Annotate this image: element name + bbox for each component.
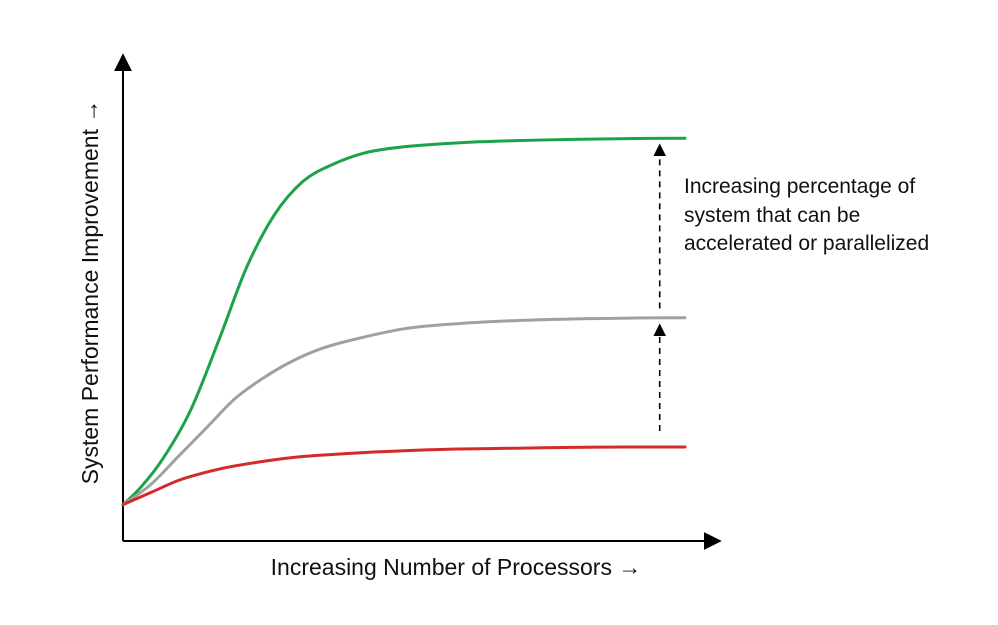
annotation-line-1: Increasing percentage of [684, 175, 915, 198]
series-line-1 [121, 136, 687, 507]
y-axis-label: System Performance Improvement → [77, 100, 103, 485]
annotation: Increasing percentage of system that can… [684, 175, 929, 255]
series-line-3 [121, 445, 687, 507]
x-axis-label: Increasing Number of Processors → [271, 554, 642, 580]
series-line-2 [121, 316, 687, 507]
annotation-line-3: accelerated or parallelized [684, 232, 929, 255]
series-layer [121, 136, 687, 507]
annotation-line-2: system that can be [684, 204, 860, 227]
